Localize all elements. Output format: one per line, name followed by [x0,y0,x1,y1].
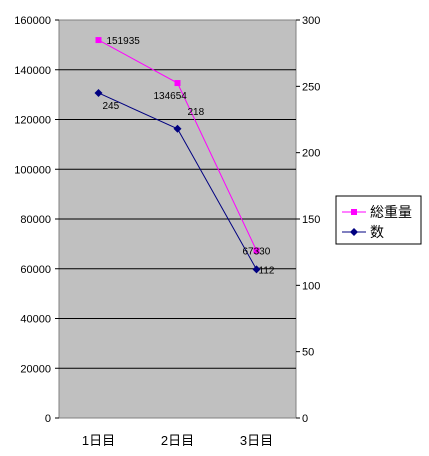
left-tick-label: 0 [45,413,51,425]
left-tick-label: 20000 [20,363,51,375]
right-tick-label: 100 [302,280,320,292]
category-axis-labels: 1日目 2日目 3日目 [82,433,273,448]
left-tick-label: 160000 [14,15,51,27]
right-axis-ticks: 0 50 100 150 200 250 300 [296,15,320,425]
legend-marker-total-weight [351,209,357,215]
left-tick-label: 60000 [20,264,51,276]
data-label: 134654 [154,91,188,102]
right-tick-label: 0 [302,413,308,425]
legend-label-total-weight: 総重量 [370,204,412,220]
right-tick-label: 200 [302,148,320,160]
left-tick-label: 140000 [14,65,51,77]
gridlines [59,69,296,369]
legend: 総重量 数 [335,195,422,245]
category-label: 2日目 [161,433,194,448]
data-labels: 151935 134654 67330 245 218 112 [103,36,275,276]
data-label: 112 [259,265,275,276]
right-tick-label: 50 [302,347,314,359]
right-tick-label: 300 [302,15,320,27]
left-tick-label: 80000 [20,214,51,226]
left-axis-ticks: 0 20000 40000 60000 80000 100000 120000 140000 1… [14,15,59,425]
data-point [252,265,261,274]
data-point [94,88,103,97]
data-label: 67330 [243,247,271,258]
right-tick-label: 250 [302,81,320,93]
series-layer [94,37,261,274]
left-tick-label: 40000 [20,314,51,326]
legend-box [335,195,422,245]
data-label: 218 [188,107,205,118]
data-label: 245 [103,101,120,112]
legend-marker-count [350,228,358,236]
left-tick-label: 100000 [14,164,51,176]
data-point [174,80,181,87]
data-label: 151935 [107,36,141,47]
category-label: 3日目 [240,433,273,448]
data-point [173,124,182,133]
category-label: 1日目 [82,433,115,448]
right-tick-label: 150 [302,214,320,226]
legend-label-count: 数 [370,224,384,240]
left-tick-label: 120000 [14,115,51,127]
data-point [253,247,260,254]
data-point [95,37,102,44]
